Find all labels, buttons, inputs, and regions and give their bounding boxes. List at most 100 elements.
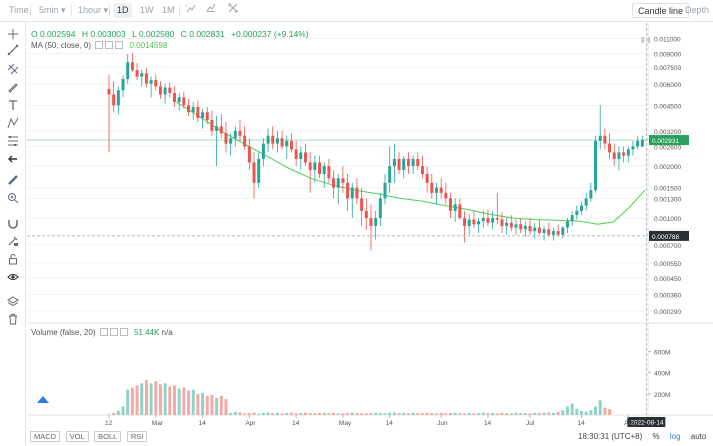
- zoom-in-icon[interactable]: [6, 192, 20, 206]
- chart-toolbar: Time 5min ▾ 1hour ▾ 1D 1W 1M f Candle li…: [0, 0, 713, 22]
- volume-bar: [519, 412, 523, 415]
- eye-icon[interactable]: [6, 271, 20, 285]
- candle: [411, 155, 415, 174]
- price-tick-label: 0.000550: [654, 261, 681, 268]
- chart-canvas[interactable]: 0.002831 0.000788 2022-08-14 0.011000 0.009…: [27, 23, 713, 446]
- candle: [275, 130, 279, 153]
- tab-vol[interactable]: VOL: [65, 431, 89, 442]
- candle-body: [294, 149, 298, 159]
- candle: [107, 74, 111, 153]
- interval-select-value: 5min: [39, 5, 59, 15]
- compare-icon[interactable]: [203, 3, 219, 18]
- candle-body: [565, 221, 569, 228]
- volume-visibility-icon[interactable]: [99, 328, 108, 336]
- candle-line-button[interactable]: Candle line: [632, 3, 690, 18]
- candle: [205, 107, 209, 125]
- candle: [458, 198, 462, 220]
- volume-bar: [378, 413, 382, 415]
- candle-body: [261, 143, 265, 159]
- interval-select[interactable]: 5min ▾: [36, 3, 69, 18]
- candle: [406, 152, 410, 174]
- price-tick-label: 0.000360: [654, 293, 681, 300]
- candle-body: [215, 126, 219, 131]
- candle: [594, 135, 598, 193]
- tab-rsi[interactable]: RSI: [126, 431, 148, 442]
- price-tick-label: 0.000700: [654, 243, 681, 250]
- volume-bar: [453, 412, 457, 415]
- text-icon[interactable]: [6, 99, 20, 113]
- range-1m-button[interactable]: 1M: [162, 5, 175, 15]
- candle: [425, 166, 429, 193]
- hour-select[interactable]: 1hour ▾: [75, 3, 111, 18]
- candle-body: [182, 97, 186, 106]
- candle: [547, 222, 551, 237]
- candle: [481, 210, 485, 228]
- candle: [149, 76, 153, 98]
- volume-bar: [215, 398, 219, 415]
- brush-icon[interactable]: [6, 81, 20, 95]
- volume-bar: [458, 413, 462, 415]
- candle-body: [434, 187, 438, 193]
- candle: [500, 212, 504, 233]
- toolbar-divider: [109, 5, 110, 16]
- lock-draw-icon[interactable]: [6, 235, 20, 249]
- volume-bar: [233, 411, 237, 415]
- volume-bar: [481, 412, 485, 415]
- volume-bar: [196, 393, 200, 415]
- volume-bar: [388, 412, 392, 415]
- range-1d-button[interactable]: 1D: [114, 3, 132, 18]
- fullscreen-icon[interactable]: [225, 3, 241, 18]
- tab-macd[interactable]: MACD: [30, 431, 61, 442]
- candle-body: [238, 130, 242, 136]
- ma-visibility-icon[interactable]: [95, 41, 104, 49]
- cursor-icon[interactable]: [6, 28, 20, 42]
- auto-toggle[interactable]: auto: [690, 432, 707, 441]
- fib-icon[interactable]: [6, 135, 20, 149]
- ruler-icon[interactable]: [6, 174, 20, 188]
- volume-bar: [201, 392, 205, 415]
- volume-bar: [341, 413, 345, 415]
- trash-icon[interactable]: [6, 313, 20, 327]
- candle-body: [449, 198, 453, 211]
- volume-bar: [130, 387, 134, 415]
- cursor-date-label: 2022-08-14: [630, 420, 664, 427]
- volume-close-icon[interactable]: [119, 328, 128, 336]
- log-toggle[interactable]: log: [669, 432, 681, 441]
- ma-close-icon[interactable]: [115, 41, 124, 49]
- time-label[interactable]: Time: [9, 5, 29, 15]
- volume-bar: [397, 413, 401, 415]
- volume-bar: [350, 412, 354, 415]
- candle: [472, 210, 476, 228]
- candle-body: [547, 229, 551, 235]
- trend-line-icon[interactable]: [6, 44, 20, 58]
- ma-settings-icon[interactable]: [105, 41, 114, 49]
- volume-legend: Volume (false, 20) 51.44K n/a: [31, 328, 173, 337]
- candle-body: [575, 210, 579, 216]
- chart-area[interactable]: 0.002831 0.000788 2022-08-14 0.011000 0.009…: [27, 23, 713, 446]
- percent-toggle[interactable]: %: [652, 432, 660, 441]
- pattern-icon[interactable]: [6, 117, 20, 131]
- range-1w-button[interactable]: 1W: [140, 5, 154, 15]
- candle-body: [420, 166, 424, 174]
- tab-boll[interactable]: BOLL: [94, 431, 122, 442]
- volume-settings-icon[interactable]: [109, 328, 118, 336]
- depth-button[interactable]: Depth: [685, 5, 710, 15]
- candle-body: [556, 231, 560, 235]
- candle-body: [257, 158, 261, 183]
- candle: [308, 152, 312, 193]
- indicators-icon[interactable]: f: [183, 3, 199, 18]
- lock-icon[interactable]: [6, 253, 20, 267]
- candle: [294, 140, 298, 167]
- candle-body: [458, 204, 462, 219]
- candle-body: [187, 105, 191, 113]
- back-arrow-icon[interactable]: [6, 153, 20, 167]
- candle: [140, 70, 144, 87]
- cursor-price-badge: [649, 230, 689, 241]
- parallel-channel-icon[interactable]: [6, 63, 20, 77]
- magnet-icon[interactable]: [6, 217, 20, 231]
- candle-body: [158, 86, 162, 95]
- layers-icon[interactable]: [6, 295, 20, 309]
- volume-bar: [266, 412, 270, 415]
- candle-body: [280, 138, 284, 147]
